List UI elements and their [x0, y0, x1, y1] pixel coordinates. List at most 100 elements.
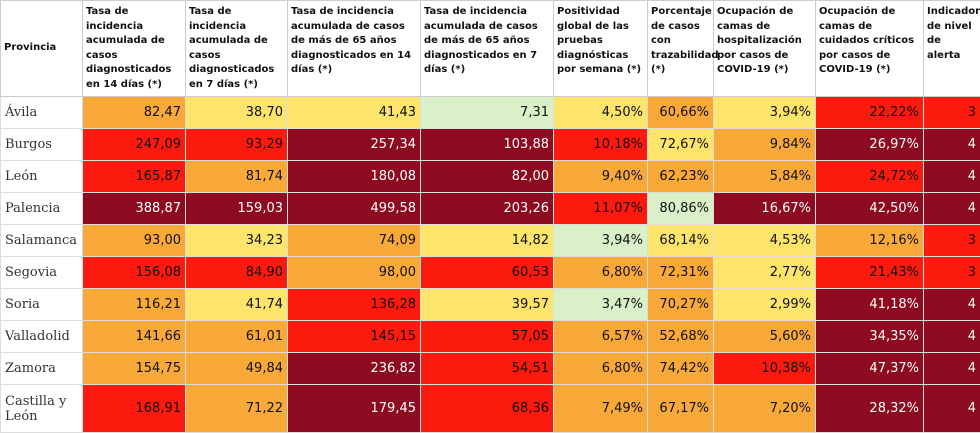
province-cell: Zamora	[1, 353, 83, 385]
value-cell: 388,87	[83, 193, 186, 225]
value-cell: 68,36	[421, 385, 554, 433]
value-cell: 22,22%	[816, 97, 924, 129]
value-cell: 68,14%	[648, 225, 714, 257]
value-cell: 70,27%	[648, 289, 714, 321]
value-cell: 141,66	[83, 321, 186, 353]
province-cell: Castilla y León	[1, 385, 83, 433]
value-cell: 154,75	[83, 353, 186, 385]
column-header: Tasa de incidencia acumulada de casos di…	[186, 1, 288, 97]
column-header: Ocupación de camas de cuidados críticos …	[816, 1, 924, 97]
value-cell: 257,34	[288, 129, 421, 161]
value-cell: 3	[924, 257, 980, 289]
value-cell: 49,84	[186, 353, 288, 385]
value-cell: 247,09	[83, 129, 186, 161]
value-cell: 57,05	[421, 321, 554, 353]
value-cell: 61,01	[186, 321, 288, 353]
value-cell: 21,43%	[816, 257, 924, 289]
column-header: Positividad global de las pruebas diagnó…	[554, 1, 648, 97]
value-cell: 3,94%	[714, 97, 816, 129]
value-cell: 4	[924, 161, 980, 193]
province-cell: Burgos	[1, 129, 83, 161]
value-cell: 5,60%	[714, 321, 816, 353]
value-cell: 7,49%	[554, 385, 648, 433]
value-cell: 81,74	[186, 161, 288, 193]
value-cell: 67,17%	[648, 385, 714, 433]
value-cell: 11,07%	[554, 193, 648, 225]
value-cell: 4,50%	[554, 97, 648, 129]
value-cell: 42,50%	[816, 193, 924, 225]
value-cell: 103,88	[421, 129, 554, 161]
value-cell: 54,51	[421, 353, 554, 385]
value-cell: 62,23%	[648, 161, 714, 193]
value-cell: 10,38%	[714, 353, 816, 385]
value-cell: 499,58	[288, 193, 421, 225]
value-cell: 39,57	[421, 289, 554, 321]
value-cell: 38,70	[186, 97, 288, 129]
value-cell: 82,47	[83, 97, 186, 129]
value-cell: 9,40%	[554, 161, 648, 193]
value-cell: 98,00	[288, 257, 421, 289]
province-cell: León	[1, 161, 83, 193]
value-cell: 3,47%	[554, 289, 648, 321]
value-cell: 4	[924, 353, 980, 385]
value-cell: 4	[924, 193, 980, 225]
value-cell: 3,94%	[554, 225, 648, 257]
value-cell: 145,15	[288, 321, 421, 353]
value-cell: 80,86%	[648, 193, 714, 225]
value-cell: 156,08	[83, 257, 186, 289]
value-cell: 136,28	[288, 289, 421, 321]
value-cell: 93,29	[186, 129, 288, 161]
value-cell: 3	[924, 97, 980, 129]
value-cell: 47,37%	[816, 353, 924, 385]
province-cell: Segovia	[1, 257, 83, 289]
value-cell: 180,08	[288, 161, 421, 193]
value-cell: 7,31	[421, 97, 554, 129]
value-cell: 28,32%	[816, 385, 924, 433]
province-cell: Palencia	[1, 193, 83, 225]
value-cell: 26,97%	[816, 129, 924, 161]
value-cell: 71,22	[186, 385, 288, 433]
value-cell: 74,09	[288, 225, 421, 257]
value-cell: 4	[924, 129, 980, 161]
value-cell: 159,03	[186, 193, 288, 225]
column-header: Tasa de incidencia acumulada de casos de…	[288, 1, 421, 97]
value-cell: 72,67%	[648, 129, 714, 161]
value-cell: 236,82	[288, 353, 421, 385]
column-header: Ocupación de camas de hospitalización po…	[714, 1, 816, 97]
value-cell: 14,82	[421, 225, 554, 257]
province-cell: Salamanca	[1, 225, 83, 257]
value-cell: 4	[924, 385, 980, 433]
value-cell: 60,66%	[648, 97, 714, 129]
value-cell: 41,18%	[816, 289, 924, 321]
province-cell: Ávila	[1, 97, 83, 129]
value-cell: 4,53%	[714, 225, 816, 257]
value-cell: 60,53	[421, 257, 554, 289]
column-header: Indicador de nivel de alerta	[924, 1, 980, 97]
column-header: Tasa de incidencia acumulada de casos di…	[83, 1, 186, 97]
column-header: Provincia	[1, 1, 83, 97]
value-cell: 82,00	[421, 161, 554, 193]
value-cell: 165,87	[83, 161, 186, 193]
value-cell: 6,80%	[554, 353, 648, 385]
value-cell: 203,26	[421, 193, 554, 225]
value-cell: 116,21	[83, 289, 186, 321]
value-cell: 6,80%	[554, 257, 648, 289]
value-cell: 4	[924, 321, 980, 353]
value-cell: 10,18%	[554, 129, 648, 161]
province-cell: Soria	[1, 289, 83, 321]
value-cell: 34,35%	[816, 321, 924, 353]
column-header: Tasa de incidencia acumulada de casos de…	[421, 1, 554, 97]
value-cell: 24,72%	[816, 161, 924, 193]
value-cell: 74,42%	[648, 353, 714, 385]
value-cell: 2,99%	[714, 289, 816, 321]
